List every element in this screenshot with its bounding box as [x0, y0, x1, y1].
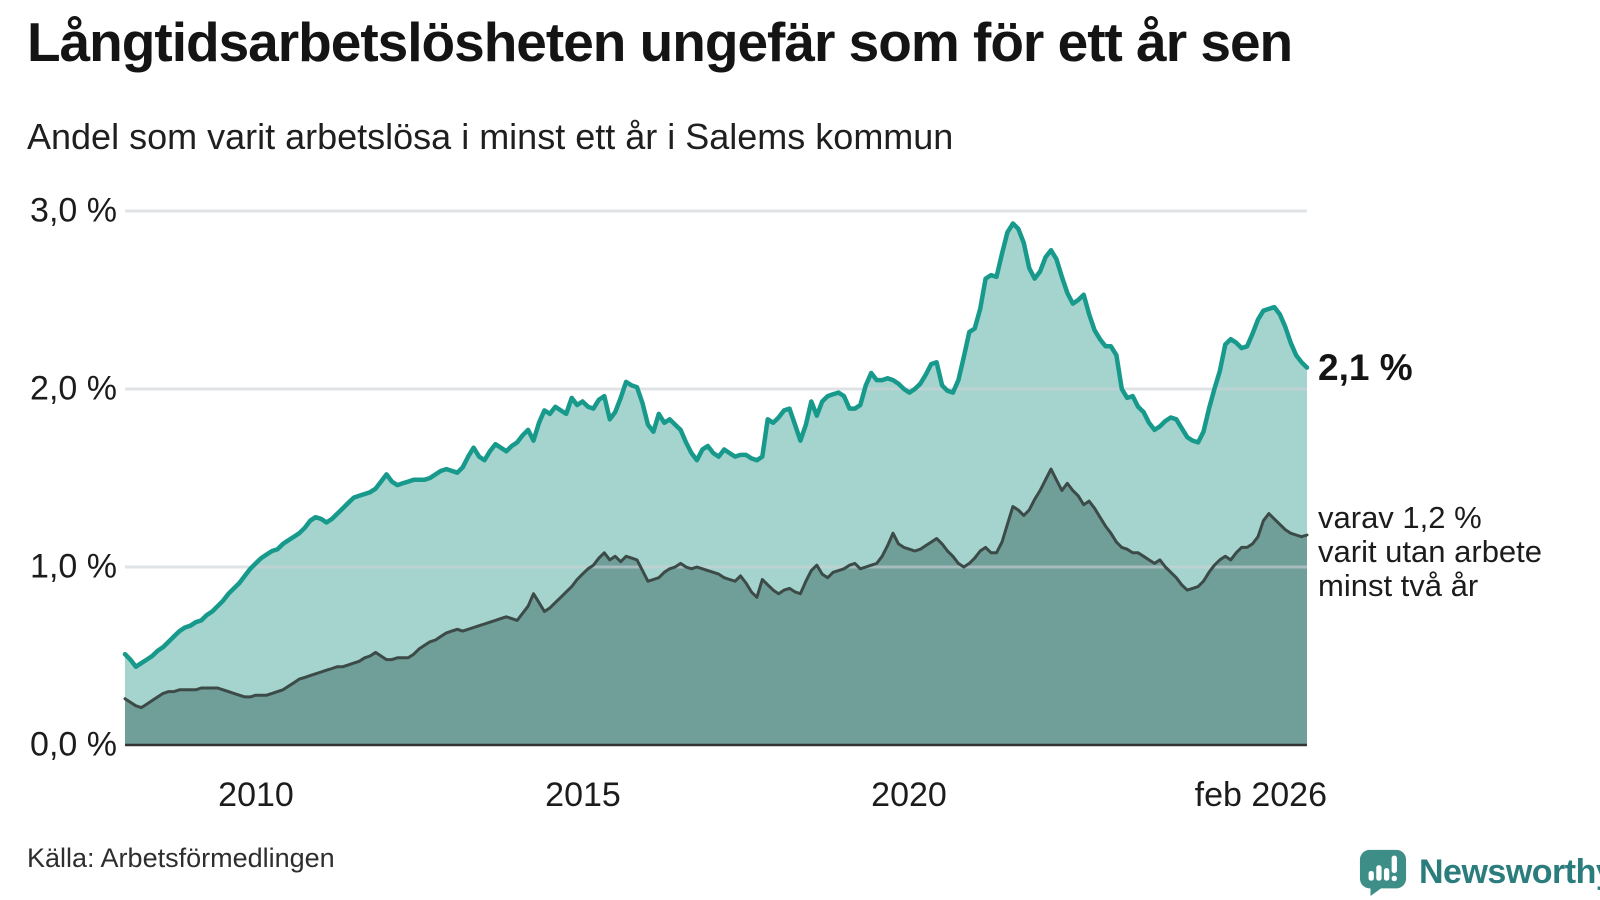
speech-bubble-shape: [1359, 849, 1407, 897]
series2-end-value-label: varav 1,2 % varit utan arbete minst två …: [1318, 501, 1542, 603]
y-tick-1: 1,0 %: [30, 547, 117, 586]
x-tick-2020: 2020: [871, 776, 947, 814]
bar-2: [1376, 865, 1382, 881]
x-tick-2015: 2015: [545, 776, 621, 814]
chart-title: Långtidsarbetslösheten ungefär som för e…: [27, 11, 1293, 73]
series2-end-label-line3: minst två år: [1318, 568, 1479, 603]
source-label: Källa: Arbetsförmedlingen: [27, 843, 335, 873]
exclamation-bar: [1391, 855, 1397, 873]
bar-1: [1368, 871, 1374, 881]
exclamation-dot: [1391, 875, 1397, 882]
newsworthy-logo-icon: [1359, 849, 1407, 897]
x-tick-2010: 2010: [218, 776, 294, 814]
series-2-line: [123, 467, 1309, 710]
y-tick-0: 0,0 %: [30, 725, 117, 764]
series-2-area: [125, 469, 1307, 745]
newsworthy-wordmark: Newsworthy: [1419, 853, 1600, 891]
series2-end-label-line1: varav 1,2 %: [1318, 500, 1482, 535]
series2-end-label-line2: varit utan arbete: [1318, 534, 1543, 569]
bar-3: [1383, 868, 1390, 881]
chart-subtitle: Andel som varit arbetslösa i minst ett å…: [27, 116, 954, 157]
newsworthy-logo: Newsworthy: [1358, 848, 1600, 897]
x-tick-feb-2026: feb 2026: [1194, 776, 1327, 814]
series-1-line: [122, 221, 1310, 669]
y-tick-2: 2,0 %: [30, 369, 117, 408]
y-tick-3: 3,0 %: [30, 191, 117, 230]
series1-end-value-label: 2,1 %: [1318, 347, 1413, 388]
